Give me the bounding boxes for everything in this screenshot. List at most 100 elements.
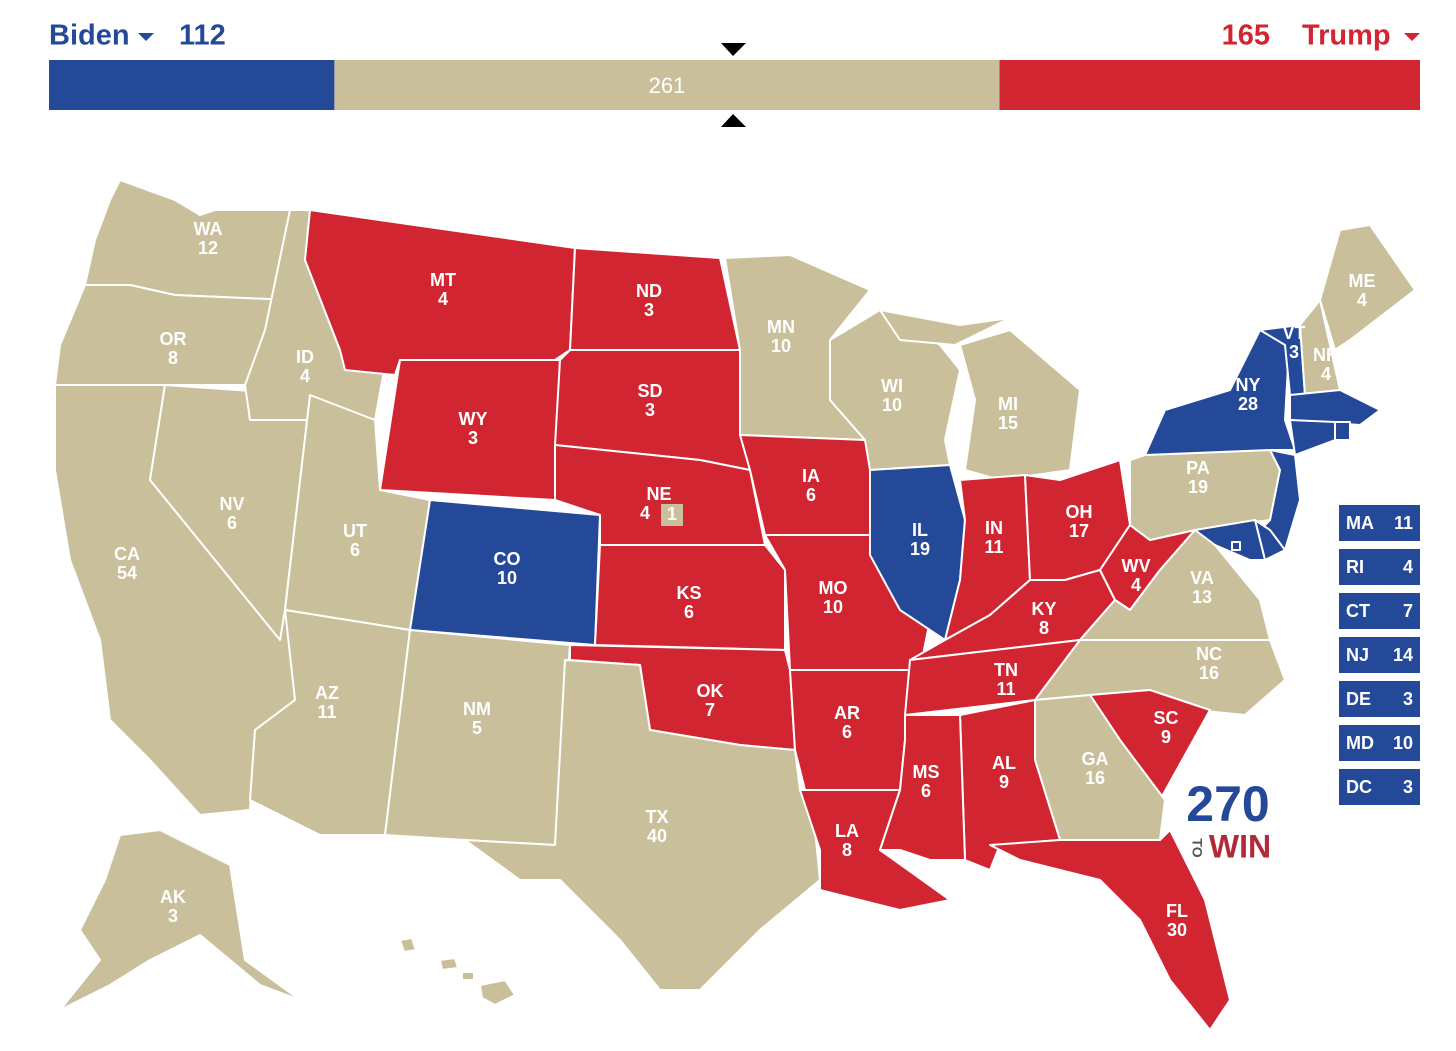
vote-bar: 261 <box>49 60 1420 110</box>
state-abbr: CO <box>494 549 521 569</box>
district-box <box>661 504 683 526</box>
midpoint-marker <box>721 114 746 127</box>
state-abbr: NC <box>1196 644 1222 664</box>
state-abbr: KY <box>1031 599 1056 619</box>
state-votes: 8 <box>842 840 852 860</box>
state-votes: 3 <box>645 400 655 420</box>
state-shape <box>1289 419 1336 456</box>
state-votes: 4 <box>1357 290 1367 310</box>
small-state-abbr: NJ <box>1346 645 1369 665</box>
state-shape <box>1334 421 1351 441</box>
state-abbr: KS <box>676 583 701 603</box>
state-abbr: PA <box>1186 458 1210 478</box>
state-abbr: MT <box>430 270 456 290</box>
state-abbr: GA <box>1082 749 1109 769</box>
state-abbr: TN <box>994 660 1018 680</box>
state-abbr: NH <box>1313 345 1339 365</box>
state-votes: 8 <box>1039 618 1049 638</box>
state-votes: 10 <box>497 568 517 588</box>
state-votes: 4 <box>1131 575 1141 595</box>
right-candidate-name[interactable]: Trump <box>1302 20 1391 52</box>
dropdown-arrow[interactable] <box>1404 33 1420 41</box>
state-abbr: WY <box>459 409 488 429</box>
state-abbr: NV <box>219 494 244 514</box>
state-votes: 9 <box>999 772 1009 792</box>
state-shape <box>84 179 301 301</box>
state-abbr: AR <box>834 703 860 723</box>
state-abbr: UT <box>343 521 367 541</box>
state-shape <box>1194 519 1266 561</box>
left-segment <box>49 60 335 110</box>
small-state-box <box>1339 549 1420 585</box>
state-votes: 7 <box>705 700 715 720</box>
state-shape <box>789 669 921 791</box>
state-shape <box>1231 541 1241 551</box>
state-votes: 3 <box>468 428 478 448</box>
small-state-votes: 3 <box>1403 777 1413 797</box>
state-abbr: SC <box>1153 708 1178 728</box>
state-votes: 11 <box>984 537 1003 557</box>
state-votes: 4 <box>438 289 448 309</box>
state-shape <box>989 829 1231 1031</box>
small-state-abbr: DE <box>1346 689 1371 709</box>
right-candidate-dropdown[interactable]: Trump <box>1302 20 1420 52</box>
state-votes: 6 <box>842 722 852 742</box>
small-state-abbr: MD <box>1346 733 1374 753</box>
state-abbr: LA <box>835 821 859 841</box>
dropdown-arrow[interactable] <box>138 33 154 41</box>
right-total: 165 <box>1222 20 1270 52</box>
state-abbr: FL <box>1166 901 1188 921</box>
small-state-abbr: DC <box>1346 777 1372 797</box>
state-abbr: IL <box>912 520 928 540</box>
midpoint-marker <box>721 43 746 56</box>
logo: 270 TO WIN <box>1186 776 1271 864</box>
state-votes: 3 <box>168 906 178 926</box>
state-votes: 11 <box>317 702 336 722</box>
state-votes: 4 <box>1321 364 1331 384</box>
state-votes: 10 <box>771 336 791 356</box>
state-abbr: AZ <box>315 683 339 703</box>
state-votes: 4 <box>448 1003 458 1023</box>
small-state-box <box>1339 725 1420 761</box>
state-abbr: HI <box>444 984 462 1004</box>
state-abbr: MO <box>819 578 848 598</box>
state-votes: 19 <box>1188 477 1208 497</box>
small-state-abbr: CT <box>1346 601 1370 621</box>
small-state-box <box>1339 505 1420 541</box>
logo-word: WIN <box>1209 828 1271 864</box>
state-abbr: IN <box>985 518 1003 538</box>
state-abbr: OK <box>697 681 724 701</box>
state-votes: 15 <box>998 413 1018 433</box>
state-abbr: AL <box>992 753 1016 773</box>
left-candidate-name[interactable]: Biden <box>49 20 130 52</box>
state-abbr: CA <box>114 544 140 564</box>
state-shape <box>464 659 821 991</box>
small-state-abbr: MA <box>1346 513 1374 533</box>
state-abbr: IA <box>802 466 820 486</box>
tossup-segment <box>334 60 1000 110</box>
logo-number: 270 <box>1186 776 1269 832</box>
state-abbr: AK <box>160 887 186 907</box>
state-votes: 5 <box>472 718 482 738</box>
small-state-box <box>1339 593 1420 629</box>
state-abbr: MN <box>767 317 795 337</box>
state-votes: 28 <box>1238 394 1258 414</box>
small-state-box <box>1339 637 1420 673</box>
state-votes: 54 <box>117 563 137 583</box>
state-abbr: WV <box>1122 556 1151 576</box>
state-abbr: ME <box>1349 271 1376 291</box>
left-candidate-dropdown[interactable]: Biden <box>49 20 154 52</box>
state-shape <box>594 544 786 651</box>
small-state-votes: 10 <box>1393 733 1413 753</box>
state-abbr: WI <box>881 376 903 396</box>
state-shape <box>479 979 516 1006</box>
small-state-votes: 3 <box>1403 689 1413 709</box>
state-votes: 17 <box>1069 521 1089 541</box>
state-votes: 19 <box>910 539 930 559</box>
state-shape <box>439 957 459 971</box>
logo-small: TO <box>1189 838 1205 857</box>
state-votes: 9 <box>1161 727 1171 747</box>
small-state-votes: 11 <box>1394 513 1413 533</box>
state-votes: 40 <box>647 826 667 846</box>
state-shape <box>959 329 1081 481</box>
